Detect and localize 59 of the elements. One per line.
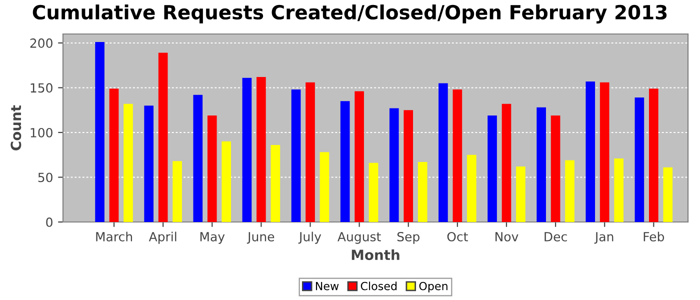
x-tick-label: Feb [644, 232, 664, 242]
y-tick-label: 100 [30, 128, 52, 138]
bar [242, 78, 252, 222]
bar [207, 115, 217, 222]
bar [222, 141, 232, 222]
legend-label: Closed [360, 282, 397, 290]
bar [614, 158, 624, 222]
bar [404, 110, 414, 222]
x-tick-label: July [298, 232, 322, 244]
bar [389, 108, 399, 222]
bar [95, 42, 104, 222]
chart-title: Cumulative Requests Created/Closed/Open February 2013 [32, 4, 667, 24]
bar [663, 167, 673, 222]
y-tick-label: 150 [30, 83, 52, 93]
bar [306, 82, 315, 222]
x-tick-label: May [200, 232, 225, 244]
x-tick-label: April [148, 232, 176, 244]
y-axis-title: Count [10, 105, 22, 150]
bar [354, 91, 364, 222]
x-tick-label: August [338, 232, 381, 244]
bar [600, 82, 610, 222]
bar [502, 104, 512, 222]
x-tick-label: June [246, 232, 274, 244]
legend-label: Open [419, 282, 448, 292]
legend-label: New [316, 282, 339, 290]
bar [516, 166, 526, 222]
bar [172, 161, 182, 222]
x-tick-label: Jan [594, 232, 614, 244]
y-tick-label: 200 [30, 38, 52, 48]
bar [124, 104, 133, 222]
bar [452, 90, 462, 222]
bar [550, 115, 560, 222]
bar [368, 162, 378, 222]
bar [438, 83, 448, 222]
bar [565, 160, 574, 222]
x-axis-title: Month [352, 249, 400, 260]
bar [320, 152, 330, 222]
y-tick-label: 0 [46, 217, 52, 227]
bar [144, 106, 154, 222]
x-tick-label: Sep [397, 232, 420, 244]
x-tick-label: Dec [544, 232, 567, 242]
bar [488, 115, 497, 222]
bar [466, 154, 476, 222]
x-tick-label: March [96, 232, 132, 242]
bar [270, 145, 280, 222]
bar [158, 52, 168, 222]
x-tick-label: Oct [447, 232, 468, 242]
bar [340, 101, 350, 222]
bar [291, 90, 301, 222]
bar [634, 98, 644, 222]
bar [536, 107, 546, 222]
x-tick-label: Nov [496, 232, 518, 242]
y-tick-label: 50 [38, 172, 52, 182]
bar [193, 94, 203, 222]
bar [256, 76, 266, 222]
bar [586, 81, 596, 222]
bar [418, 162, 428, 222]
bar [109, 88, 119, 222]
bar [649, 88, 658, 222]
